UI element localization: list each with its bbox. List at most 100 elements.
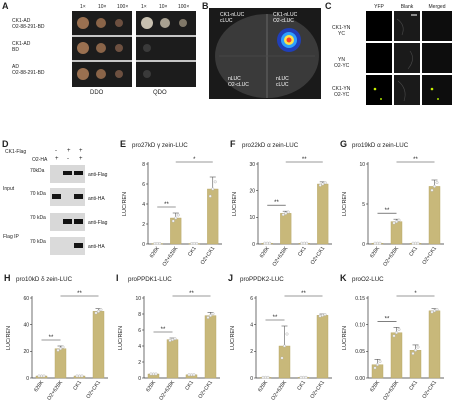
- bar-o2-plus-628k: [54, 348, 67, 379]
- chart-title: pro27kD γ zein-LUC: [132, 142, 188, 149]
- colony: [141, 17, 153, 29]
- x-tick-label: O2+CK1: [85, 380, 102, 400]
- x-tick-label: CK1: [408, 380, 419, 392]
- y-axis-label: LUC/REN: [122, 192, 128, 216]
- mw-marker-4: 70 kDa: [30, 239, 46, 245]
- replicate-point: [209, 314, 212, 318]
- replicate-point: [171, 219, 175, 223]
- bifc-row3-line2: O2-YC: [334, 92, 350, 98]
- y-tick-label: 6: [142, 182, 145, 188]
- antibody-anti-ha-input: anti-HA: [88, 196, 105, 202]
- significance-label: **: [49, 335, 54, 341]
- significance-label: **: [189, 291, 194, 297]
- bar-o2-plus-628k: [278, 345, 291, 379]
- x-tick-label: CK1: [297, 246, 308, 258]
- replicate-point: [416, 345, 420, 349]
- significance-label: **: [164, 202, 169, 208]
- medium-label-qdo: QDO: [153, 90, 167, 96]
- replicate-point: [300, 241, 304, 245]
- y-tick-label: 40: [23, 322, 29, 328]
- x-tick-label: O2+CK1: [421, 246, 438, 266]
- replicate-point: [378, 241, 382, 245]
- replicate-point: [395, 220, 398, 224]
- y2h-row-label-1: CK1-AD O2-88-291-BD: [12, 18, 45, 30]
- replicate-point: [40, 374, 43, 378]
- replicate-point: [280, 356, 284, 360]
- replicate-point: [284, 211, 288, 215]
- luc-label-q3: nLUC O2-cLUC: [228, 76, 249, 88]
- y-tick-label: 2: [138, 360, 141, 366]
- bifc-row2-line1: YN: [338, 57, 345, 63]
- panel-letter-k: K: [340, 273, 347, 283]
- x-tick-label: O2+CK1: [310, 246, 327, 266]
- panel-letter-d: D: [2, 139, 9, 149]
- y-tick-label: 0: [250, 376, 253, 382]
- y-tick-label: 2: [142, 222, 145, 228]
- y2h-row-label-3: AD O2-88-291-BD: [12, 64, 45, 76]
- replicate-point: [433, 309, 436, 313]
- replicate-point: [149, 372, 153, 376]
- replicate-point: [75, 374, 79, 378]
- y-tick-label: 0: [252, 242, 255, 248]
- replicate-point: [56, 348, 60, 352]
- replicate-point: [37, 374, 41, 378]
- y-tick-label: 20: [23, 349, 29, 355]
- x-tick-label: CK1: [408, 246, 419, 258]
- replicate-point: [94, 311, 98, 315]
- y2h-row2-line1: CK1-AD: [12, 41, 31, 47]
- replicate-point: [153, 242, 157, 245]
- bar-ck1: [409, 350, 422, 379]
- replicate-point: [206, 316, 210, 319]
- antibody-anti-flag-input: anti-Flag: [88, 172, 108, 178]
- replicate-point: [173, 337, 177, 341]
- y-tick-label: 0.10: [355, 322, 365, 328]
- significance-label: **: [413, 157, 418, 163]
- panel-letter-f: F: [230, 139, 236, 149]
- dilution-label-qdo-1x: 1×: [141, 4, 147, 10]
- luc-label-q1: CK1-nLUC cLUC: [220, 12, 245, 24]
- y-tick-label: 10: [135, 296, 141, 302]
- replicate-point: [190, 242, 194, 245]
- x-tick-label: CK1: [72, 380, 83, 392]
- replicate-point: [266, 375, 270, 379]
- bifc-row3-line1: CK1-YN: [332, 86, 351, 92]
- bifc-col-blank: Blank: [400, 4, 414, 10]
- replicate-point: [302, 375, 305, 379]
- y-tick-label: 0.15: [355, 296, 365, 302]
- replicate-point: [176, 213, 180, 217]
- replicate-point: [305, 241, 309, 245]
- y2h-row3-line2: O2-88-291-BD: [12, 70, 45, 76]
- x-tick-label: O2+CK1: [309, 380, 326, 400]
- x-tick-label: CK1: [296, 380, 307, 392]
- replicate-point: [395, 331, 398, 335]
- replicate-point: [373, 241, 377, 245]
- panel-letter-c: C: [325, 1, 332, 11]
- bifc-col-yfp: YFP: [374, 4, 384, 10]
- section-input: Input: [3, 186, 15, 192]
- bifc-row1-line2: YC: [338, 31, 345, 37]
- x-tick-label: O2+628K: [162, 245, 180, 267]
- replicate-point: [378, 360, 382, 363]
- replicate-point: [299, 375, 303, 379]
- replicate-point: [42, 374, 46, 378]
- chart-title: proO2-LUC: [352, 276, 384, 283]
- bar-o2-plus-628k: [170, 217, 182, 245]
- bifc-col-merged: Merged: [428, 4, 446, 10]
- sign: -: [55, 148, 57, 154]
- x-tick-label: O2+628K: [46, 379, 64, 401]
- antibody-anti-flag-ip: anti-Flag: [88, 220, 108, 226]
- bar-o2-plus-628k: [166, 339, 179, 379]
- replicate-point: [283, 344, 286, 348]
- y-tick-label: 10: [249, 215, 255, 221]
- colony: [77, 42, 89, 54]
- replicate-point: [416, 241, 420, 245]
- replicate-point: [392, 221, 396, 225]
- replicate-point: [263, 241, 267, 245]
- significance-label: **: [161, 327, 166, 333]
- significance-label: **: [385, 316, 390, 322]
- x-tick-label: O2+628K: [382, 245, 400, 267]
- bar-o2-plus-ck1: [207, 188, 219, 245]
- replicate-point: [281, 213, 285, 217]
